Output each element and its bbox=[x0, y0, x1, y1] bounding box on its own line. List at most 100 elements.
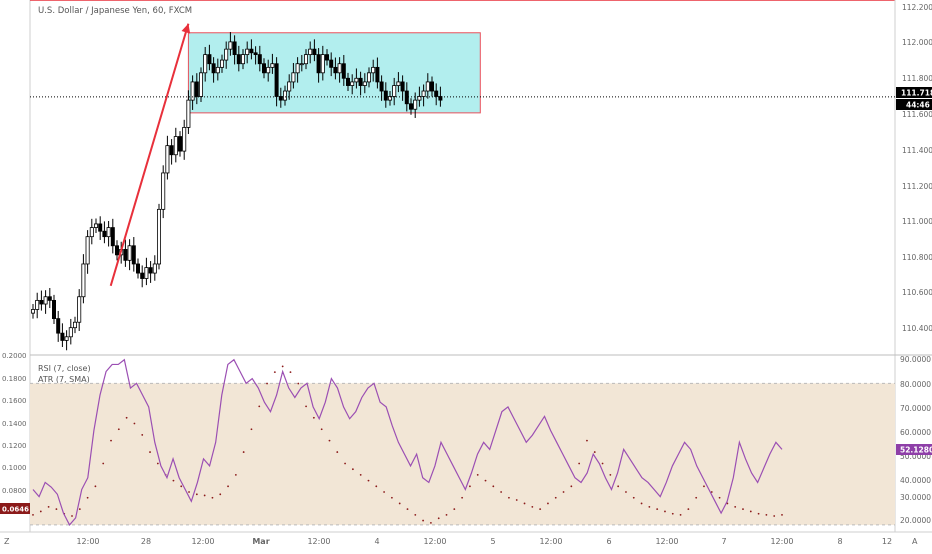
atr-dot bbox=[39, 510, 42, 513]
candle-body bbox=[232, 41, 237, 56]
candle-body bbox=[408, 103, 413, 110]
time-label: 12:00 bbox=[655, 537, 678, 546]
price-tick: 110.800 bbox=[902, 253, 932, 262]
price-tick: 112.000 bbox=[902, 38, 932, 47]
time-axis-labels[interactable]: 12:00 28 12:00 Mar 12:00 4 12:00 5 12:00… bbox=[76, 537, 892, 546]
atr-dot bbox=[515, 499, 518, 501]
atr-dot bbox=[195, 493, 198, 496]
candle-body bbox=[198, 72, 203, 97]
candle-body bbox=[345, 77, 350, 86]
atr-legend: ATR (7, SMA) bbox=[38, 375, 90, 384]
candle-body bbox=[413, 99, 418, 110]
atr-dot bbox=[601, 462, 604, 465]
atr-dot bbox=[102, 462, 105, 465]
rsi-tick: 50.0000 bbox=[900, 452, 931, 461]
atr-dot bbox=[648, 505, 651, 508]
atr-dot bbox=[781, 513, 783, 516]
atr-tick: 0.1800 bbox=[2, 375, 27, 383]
atr-dot bbox=[703, 485, 705, 488]
rsi-tick: 70.0000 bbox=[900, 404, 931, 413]
rsi-tick: 40.0000 bbox=[900, 476, 931, 485]
zoom-left-button[interactable]: Z bbox=[4, 537, 10, 546]
candle-body bbox=[371, 66, 376, 74]
candles bbox=[30, 32, 443, 351]
atr-tick: 0.1200 bbox=[2, 442, 27, 450]
candle-body bbox=[278, 96, 283, 101]
candle-body bbox=[190, 81, 195, 101]
atr-dot bbox=[203, 494, 206, 497]
candle-body bbox=[295, 63, 300, 74]
atr-dot bbox=[554, 496, 557, 499]
candle-body bbox=[236, 54, 241, 65]
atr-dot bbox=[664, 510, 666, 513]
atr-dot bbox=[570, 485, 573, 488]
atr-dot bbox=[305, 405, 307, 408]
atr-value-badge bbox=[0, 503, 30, 514]
trend-arrow-line[interactable] bbox=[109, 23, 190, 287]
candle-body bbox=[291, 72, 296, 83]
time-label: 12:00 bbox=[539, 537, 562, 546]
atr-dot bbox=[110, 439, 112, 442]
rsi-legend: RSI (7, close) bbox=[38, 364, 91, 373]
time-label: 5 bbox=[490, 537, 495, 546]
candle-body bbox=[102, 230, 107, 238]
atr-dot bbox=[539, 508, 542, 511]
candle-body bbox=[64, 336, 69, 341]
atr-dot bbox=[320, 428, 323, 431]
range-box[interactable] bbox=[187, 32, 481, 114]
trend-arrow-head bbox=[181, 23, 191, 34]
candle-body bbox=[106, 227, 111, 238]
atr-dot bbox=[461, 496, 464, 499]
atr-dot bbox=[695, 496, 698, 499]
candle-body bbox=[274, 63, 279, 97]
candle-body bbox=[60, 332, 65, 341]
candle-body bbox=[123, 249, 128, 261]
atr-dot bbox=[531, 505, 534, 508]
atr-dot bbox=[671, 512, 674, 515]
atr-dot bbox=[273, 371, 276, 374]
atr-dot bbox=[117, 428, 120, 431]
candle-body bbox=[379, 81, 384, 92]
candle-body bbox=[144, 267, 149, 279]
atr-dot bbox=[500, 491, 503, 493]
candle-body bbox=[261, 63, 266, 74]
time-label: 28 bbox=[141, 537, 151, 546]
atr-dot bbox=[445, 513, 448, 516]
candle-body bbox=[383, 90, 388, 101]
candle-body bbox=[68, 327, 73, 338]
candle-body bbox=[165, 145, 170, 174]
atr-dot bbox=[679, 513, 682, 516]
atr-dot bbox=[211, 496, 214, 499]
candle-body bbox=[329, 59, 334, 68]
time-label: 6 bbox=[606, 537, 611, 546]
candle-body bbox=[39, 299, 44, 305]
candle-body bbox=[182, 127, 187, 152]
candle-body bbox=[438, 96, 443, 101]
atr-dot bbox=[414, 513, 417, 516]
candle-body bbox=[299, 63, 304, 66]
atr-dot bbox=[749, 510, 752, 513]
candle-body bbox=[257, 54, 262, 65]
time-label: 12 bbox=[882, 537, 892, 546]
candle-body bbox=[316, 54, 321, 74]
atr-dot bbox=[156, 462, 159, 465]
auto-scale-button[interactable]: A bbox=[912, 537, 918, 546]
candle-body bbox=[434, 90, 439, 97]
candle-body bbox=[270, 63, 275, 68]
candle-body bbox=[337, 63, 342, 74]
candle-body bbox=[224, 48, 229, 61]
atr-dot bbox=[398, 502, 401, 505]
atr-dot bbox=[55, 508, 58, 511]
atr-dot bbox=[742, 508, 744, 511]
atr-dot bbox=[523, 502, 526, 505]
candle-body bbox=[207, 54, 212, 65]
atr-dot bbox=[593, 451, 596, 453]
candle-body bbox=[89, 227, 94, 238]
candle-body bbox=[350, 81, 355, 86]
time-label: 4 bbox=[374, 537, 379, 546]
atr-dot bbox=[125, 416, 128, 419]
atr-dot bbox=[172, 479, 175, 482]
atr-dot bbox=[258, 405, 261, 408]
